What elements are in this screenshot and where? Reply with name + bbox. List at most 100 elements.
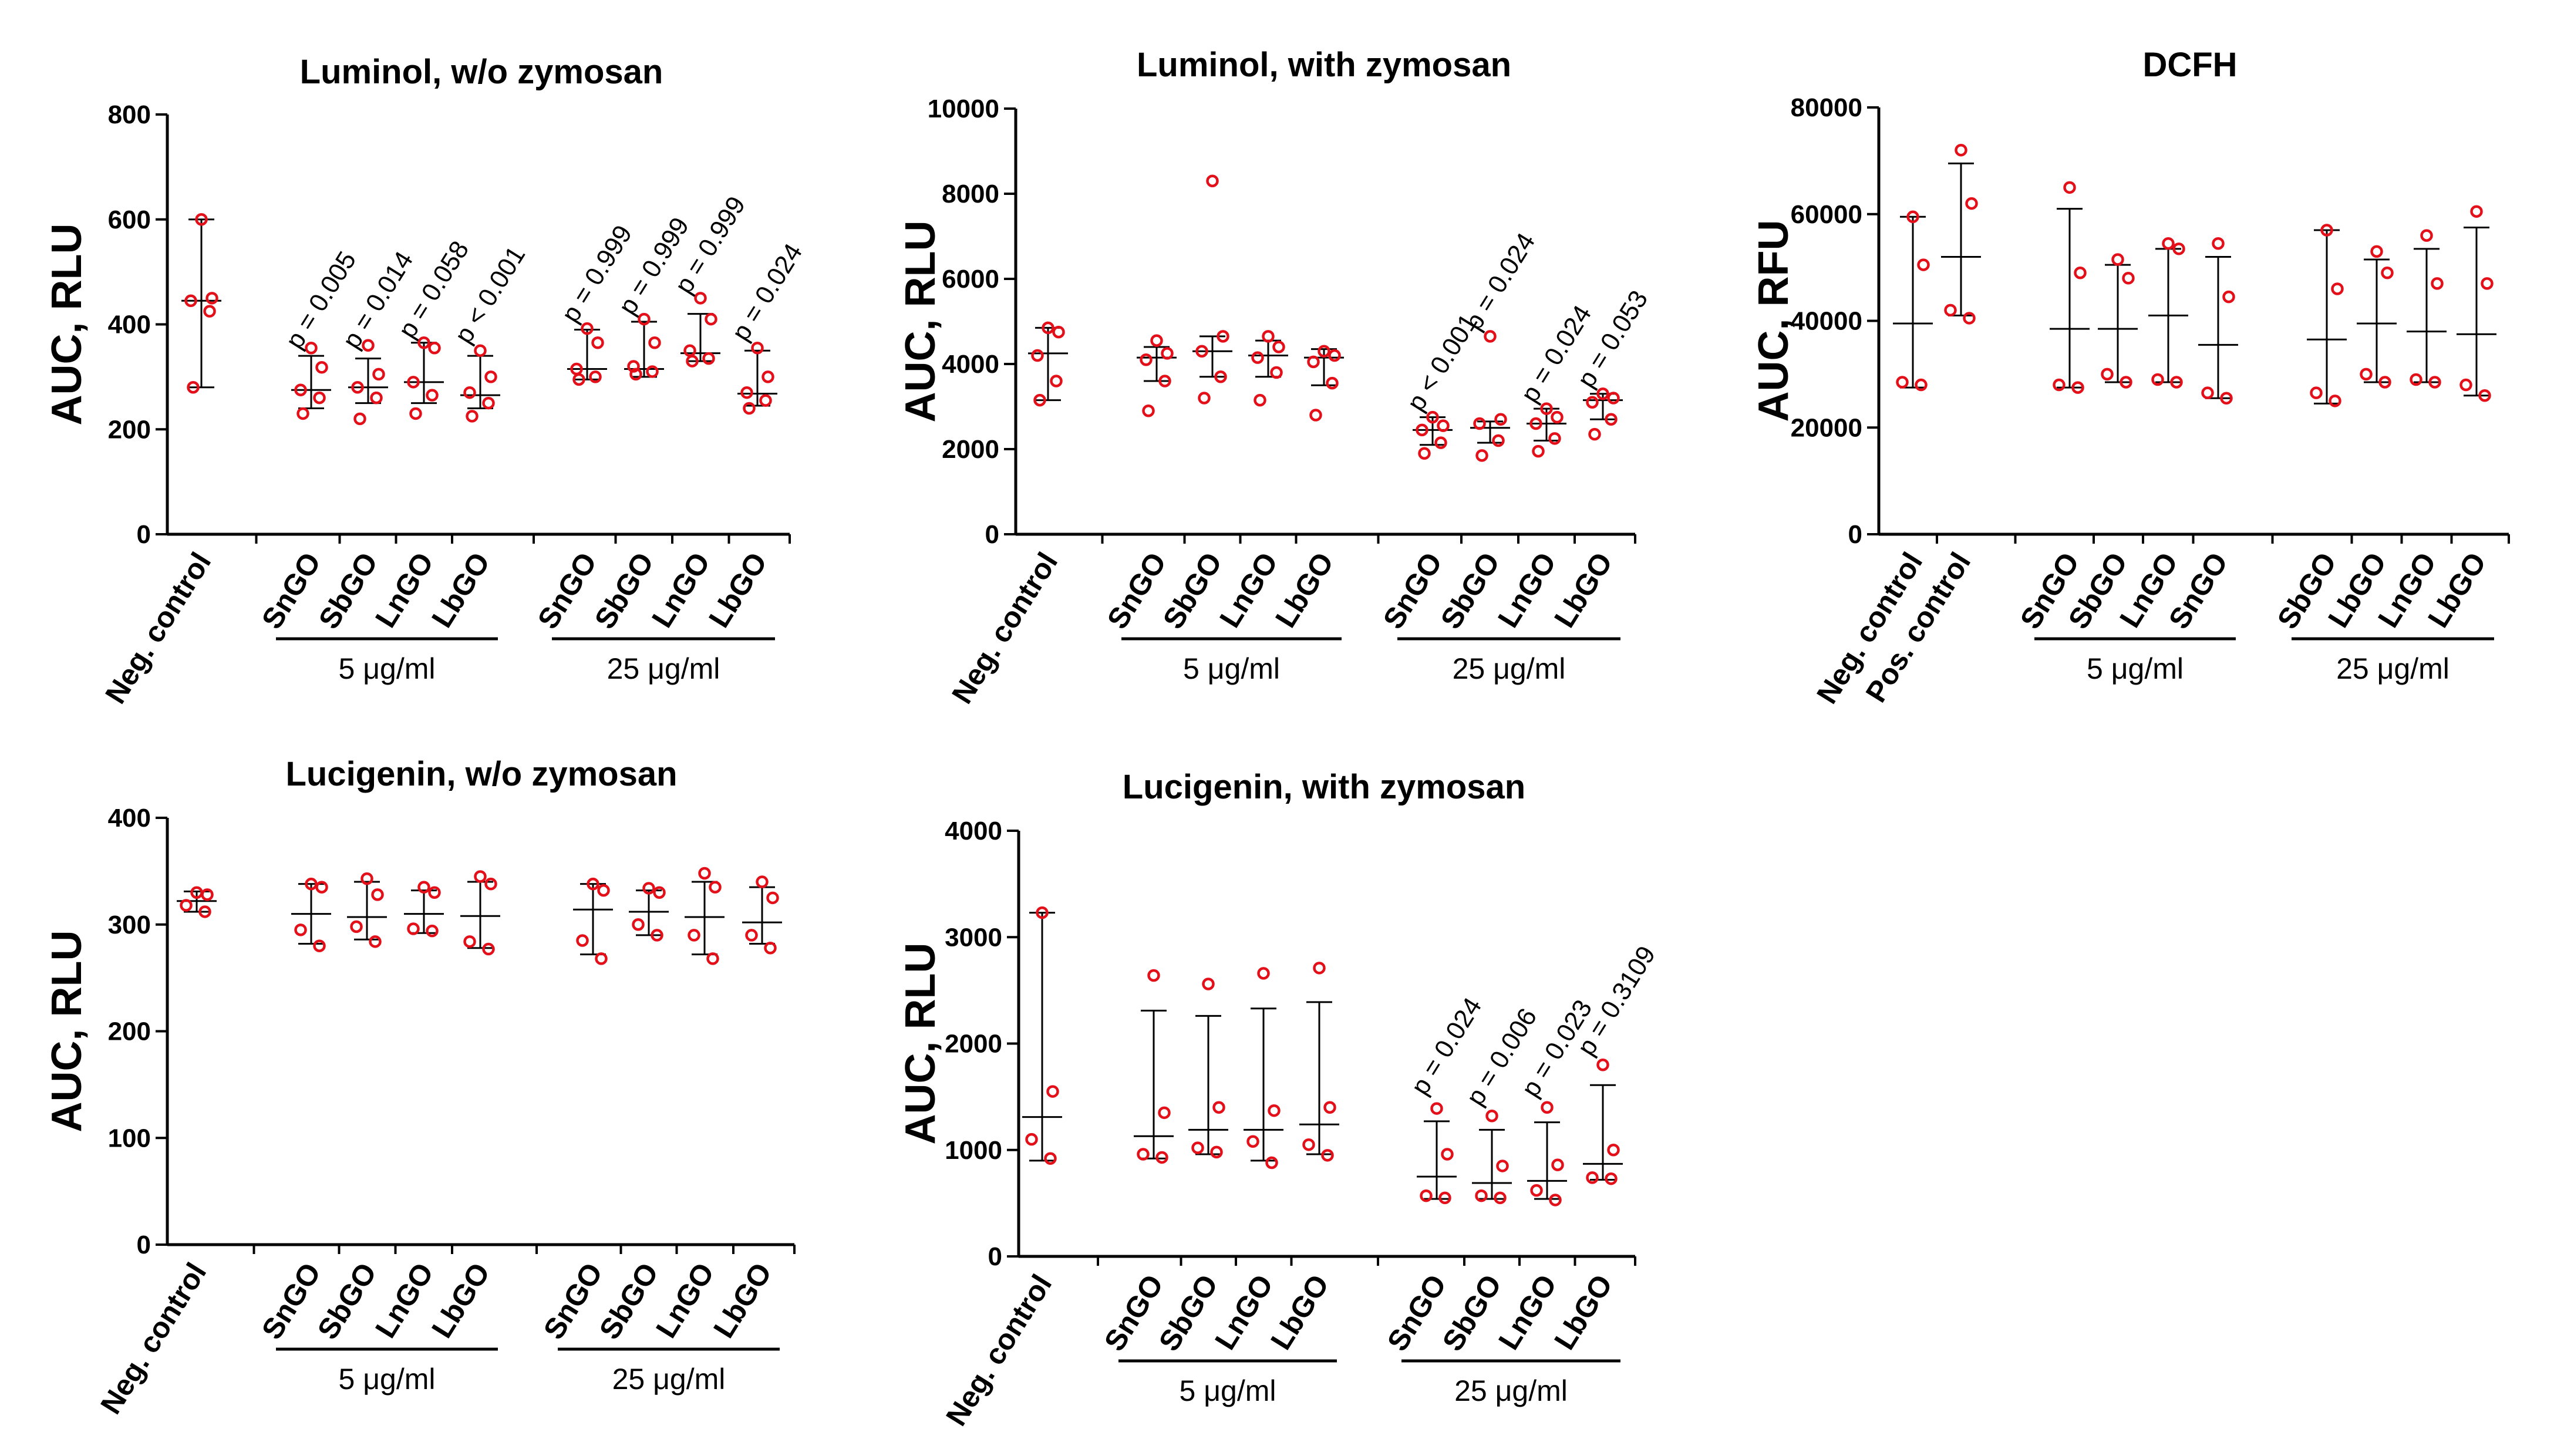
data-point [1137,1148,1150,1161]
group-label: 25 μg/ml [1453,652,1566,685]
data-point [1031,349,1044,362]
y-tick-label: 8000 [942,180,999,208]
category-label: SnGO [1377,547,1449,635]
series-7 [680,292,720,368]
data-point [1272,341,1285,353]
category-label: LbGO [707,1257,778,1343]
data-point [305,341,318,355]
category-label: SbGO [1436,1269,1508,1357]
category-label: SnGO [537,1257,609,1345]
data-point [653,886,666,899]
data-point [1607,1144,1620,1157]
category-label: LbGO [1548,1269,1619,1355]
data-point [1596,1059,1609,1071]
data-point [1210,1145,1223,1159]
y-tick-label: 4000 [942,350,999,379]
data-point [1586,1171,1599,1184]
series-2 [348,339,388,426]
y-tick-label: 1000 [945,1136,1002,1165]
data-point [1496,1160,1509,1172]
series-2 [1192,174,1232,405]
data-point [702,352,715,365]
data-point [1437,419,1450,432]
data-point [1426,410,1439,424]
data-point [1321,1149,1334,1162]
data-point [1441,1148,1454,1161]
data-point [1206,174,1219,187]
data-point [1548,432,1561,445]
data-point [463,935,476,948]
data-point [1198,392,1211,405]
data-point [686,355,699,368]
category-label: SbGO [588,547,661,635]
category-label: SbGO [1157,547,1229,635]
data-point [426,389,439,402]
data-point [1588,427,1601,441]
data-point [638,312,651,326]
category-label: SbGO [593,1257,665,1345]
category-label: SbGO [311,1257,383,1345]
data-point [1529,417,1542,430]
series-4 [2148,237,2188,389]
category-label: LnGO [649,1257,720,1343]
data-point [1150,334,1163,347]
series-6 [629,882,669,942]
series-1 [291,341,331,420]
data-point [745,929,758,942]
data-point [417,336,430,349]
series-4 [460,344,500,423]
series-9 [2457,205,2496,402]
data-point [2162,237,2175,250]
group-label: 5 μg/ml [339,1363,436,1396]
group-label: 25 μg/ml [607,652,720,685]
data-point [1494,1191,1507,1205]
series-6 [1472,1110,1512,1205]
data-point [2360,368,2373,381]
category-label: LbGO [425,1257,496,1343]
y-tick-label: 400 [108,311,151,339]
data-point [698,867,711,880]
data-point [1530,1184,1543,1197]
data-point [1302,1138,1315,1151]
data-point [1484,330,1497,343]
series-0 [1022,906,1062,1165]
data-point [371,888,384,901]
category-label: Neg. control [99,547,217,709]
data-point [1313,962,1326,975]
data-point [1270,366,1283,379]
category-label: SnGO [255,1257,328,1345]
data-point [642,882,655,895]
data-point [706,952,719,965]
category-label: LbGO [1269,547,1340,633]
data-point [362,339,375,352]
data-point [1147,969,1160,982]
data-point [597,884,610,897]
series-4 [1304,345,1344,422]
data-point [1050,375,1063,387]
data-point [2381,266,2394,279]
data-point [1494,413,1507,426]
data-point [1532,444,1545,458]
data-point [1323,1101,1336,1114]
series-8 [737,341,777,415]
data-point [2201,386,2214,399]
series-5 [1413,410,1453,460]
category-label: SnGO [531,547,604,635]
data-point [1605,1172,1618,1185]
data-point [1418,447,1431,460]
data-point [1906,210,1919,224]
data-point [576,934,589,947]
data-point [694,292,707,305]
group-label: 25 μg/ml [612,1363,726,1396]
series-7 [2357,245,2397,389]
data-point [203,305,216,318]
data-point [1917,258,1930,271]
y-tick-label: 20000 [1791,413,1862,442]
data-point [648,336,661,349]
data-point [2428,376,2441,389]
category-label: Neg. control [945,547,1064,709]
series-2 [347,872,387,948]
data-point [1596,387,1609,400]
data-point [2470,205,2483,218]
data-point [595,952,608,965]
